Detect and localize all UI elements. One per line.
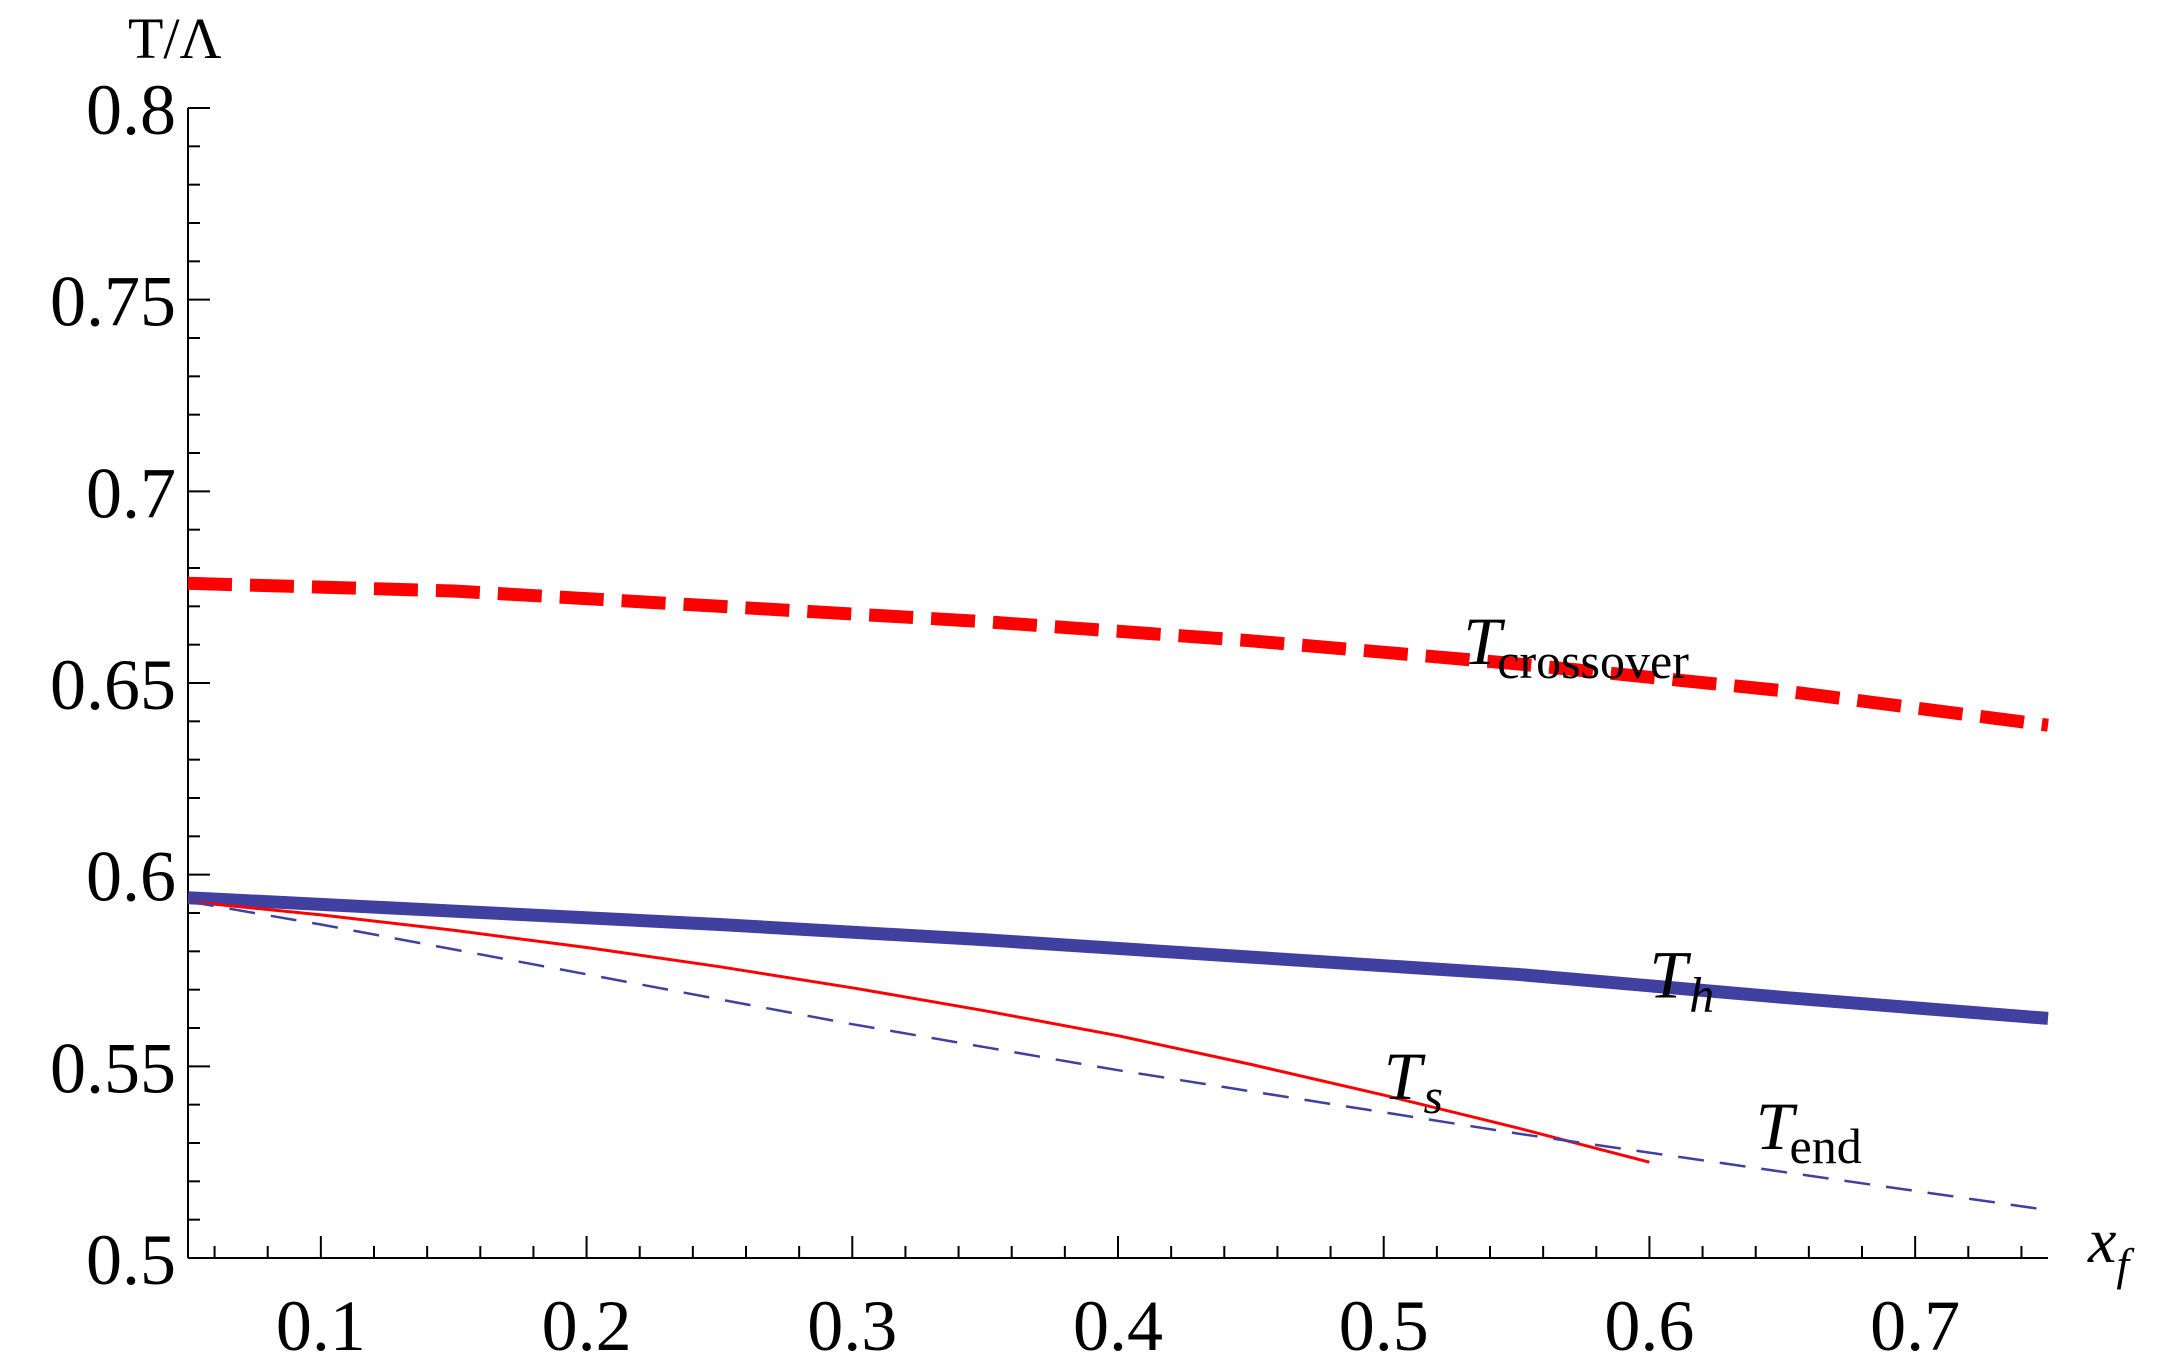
series-label-subscript: crossover — [1497, 633, 1689, 689]
y-tick-label: 0.5 — [86, 1220, 176, 1300]
series-label-main: T — [1463, 603, 1505, 679]
x-tick-label: 0.4 — [1073, 1286, 1163, 1366]
series-label-main: T — [1756, 1088, 1798, 1164]
y-tick-label: 0.6 — [86, 837, 176, 917]
x-tick-label: 0.2 — [542, 1286, 632, 1366]
y-tick-label: 0.7 — [86, 453, 176, 533]
x-axis-label-subscript: f — [2116, 1239, 2135, 1290]
series-label-main: T — [1649, 936, 1691, 1012]
axes: 0.1 0.2 0.3 0.4 0.5 0.6 0.7 0.5 0.55 0.6 0.65 0.7 0.… — [50, 6, 2135, 1366]
y-tick-label: 0.55 — [50, 1028, 176, 1108]
series-label-end: Tend — [1756, 1088, 1862, 1174]
x-tick-label: 0.1 — [276, 1286, 366, 1366]
series-line-end — [187, 900, 2049, 1212]
series-label-main: T — [1384, 1038, 1426, 1114]
y-tick-label: 0.75 — [50, 262, 176, 342]
series-label-h: Th — [1649, 936, 1714, 1022]
series-label-subscript: s — [1424, 1068, 1443, 1124]
y-tick-label: 0.65 — [50, 645, 176, 725]
x-tick-label: 0.7 — [1870, 1286, 1960, 1366]
series-label-s: Ts — [1384, 1038, 1443, 1124]
y-axis-label: T/Λ — [128, 6, 222, 71]
x-tick-label: 0.5 — [1339, 1286, 1429, 1366]
series-label-subscript: h — [1689, 966, 1714, 1022]
series-line-s — [187, 900, 1650, 1164]
x-tick-label: 0.3 — [807, 1286, 897, 1366]
series-line-crossover — [187, 576, 2049, 732]
series-label-crossover: Tcrossover — [1463, 603, 1689, 689]
y-tick-label: 0.8 — [86, 70, 176, 150]
x-axis-label: xf — [2087, 1205, 2135, 1290]
series-label-subscript: end — [1790, 1118, 1862, 1174]
series-line-h — [187, 891, 2049, 1025]
plot-area — [187, 576, 2049, 1212]
x-tick-label: 0.6 — [1604, 1286, 1694, 1366]
